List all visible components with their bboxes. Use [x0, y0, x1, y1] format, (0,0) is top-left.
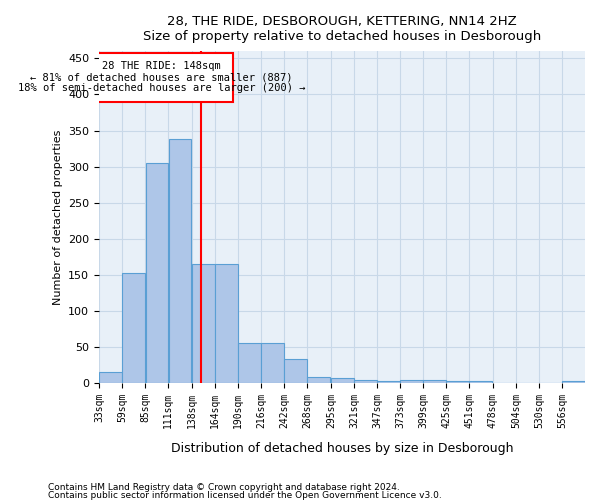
- Bar: [169, 139, 191, 383]
- Text: Contains public sector information licensed under the Open Government Licence v3: Contains public sector information licen…: [48, 490, 442, 500]
- Bar: [469, 381, 491, 383]
- Bar: [284, 360, 307, 383]
- Bar: [331, 378, 353, 383]
- Bar: [193, 264, 215, 383]
- Bar: [262, 342, 284, 383]
- FancyBboxPatch shape: [97, 52, 233, 102]
- Bar: [100, 372, 122, 383]
- Y-axis label: Number of detached properties: Number of detached properties: [53, 130, 62, 305]
- Text: ← 81% of detached houses are smaller (887): ← 81% of detached houses are smaller (88…: [30, 72, 293, 82]
- Bar: [400, 380, 422, 383]
- Title: 28, THE RIDE, DESBOROUGH, KETTERING, NN14 2HZ
Size of property relative to detac: 28, THE RIDE, DESBOROUGH, KETTERING, NN1…: [143, 15, 541, 43]
- Text: 18% of semi-detached houses are larger (200) →: 18% of semi-detached houses are larger (…: [17, 83, 305, 93]
- Bar: [307, 378, 329, 383]
- X-axis label: Distribution of detached houses by size in Desborough: Distribution of detached houses by size …: [171, 442, 513, 455]
- Bar: [355, 380, 377, 383]
- Text: 28 THE RIDE: 148sqm: 28 THE RIDE: 148sqm: [102, 61, 221, 71]
- Bar: [215, 264, 238, 383]
- Bar: [562, 381, 584, 383]
- Bar: [122, 272, 145, 383]
- Text: Contains HM Land Registry data © Crown copyright and database right 2024.: Contains HM Land Registry data © Crown c…: [48, 483, 400, 492]
- Bar: [446, 381, 469, 383]
- Bar: [238, 342, 260, 383]
- Bar: [424, 380, 446, 383]
- Bar: [146, 163, 167, 383]
- Bar: [377, 381, 400, 383]
